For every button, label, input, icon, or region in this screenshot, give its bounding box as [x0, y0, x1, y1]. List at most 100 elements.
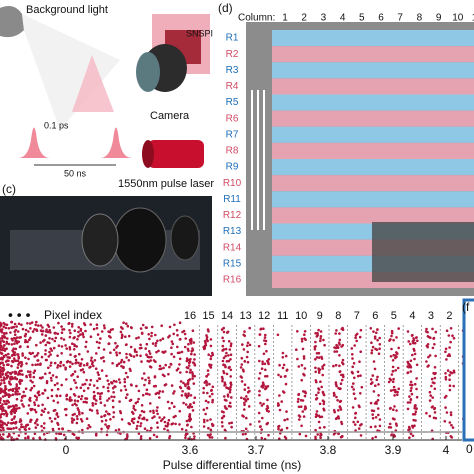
- event-dot: [371, 416, 375, 420]
- event-dot: [107, 397, 111, 400]
- event-dot: [411, 353, 414, 357]
- event-dot: [156, 339, 159, 343]
- event-dot: [75, 345, 78, 348]
- event-dot: [354, 397, 357, 400]
- event-dot: [82, 389, 86, 393]
- event-dot: [414, 419, 417, 422]
- event-dot: [156, 406, 159, 409]
- event-dot: [31, 351, 35, 355]
- event-dot: [71, 342, 74, 346]
- event-dot: [183, 332, 187, 336]
- event-dot: [11, 353, 15, 357]
- event-dot: [62, 338, 66, 341]
- event-dot: [163, 420, 167, 424]
- event-dot: [183, 383, 187, 386]
- event-dot: [153, 415, 156, 418]
- event-dot: [224, 436, 227, 440]
- event-dot: [21, 352, 24, 355]
- event-dot: [10, 412, 13, 416]
- event-dot: [24, 328, 28, 332]
- event-dot: [145, 326, 148, 330]
- event-dot: [314, 340, 317, 344]
- event-dot: [100, 427, 103, 431]
- event-dot: [60, 331, 64, 335]
- event-dot: [7, 342, 11, 346]
- event-dot: [322, 402, 326, 406]
- event-dot: [48, 371, 51, 375]
- event-dot: [32, 437, 35, 440]
- event-dot: [54, 331, 57, 335]
- event-dot: [15, 325, 18, 328]
- event-dot: [15, 407, 19, 410]
- event-dot: [155, 435, 159, 439]
- event-dot: [392, 353, 396, 357]
- event-dot: [77, 334, 80, 338]
- event-dot: [96, 411, 99, 415]
- event-dot: [321, 399, 325, 403]
- event-dot: [322, 338, 325, 342]
- event-dot: [304, 338, 307, 342]
- event-dot: [7, 395, 11, 399]
- event-dot: [6, 435, 10, 439]
- event-dot: [47, 366, 50, 370]
- event-dot: [71, 403, 74, 407]
- event-dot: [32, 371, 36, 375]
- event-dot: [205, 334, 208, 337]
- event-dot: [59, 394, 62, 398]
- event-dot: [3, 381, 6, 385]
- event-dot: [375, 378, 379, 382]
- event-dot: [76, 399, 80, 403]
- event-dot: [351, 357, 354, 360]
- event-dot: [44, 349, 47, 352]
- event-dot: [186, 347, 190, 351]
- event-dot: [39, 362, 42, 366]
- event-dot: [36, 363, 40, 366]
- event-dot: [409, 370, 413, 373]
- event-dot: [173, 405, 176, 409]
- event-dot: [338, 354, 341, 357]
- event-dot: [132, 355, 136, 358]
- event-dot: [91, 360, 94, 364]
- event-dot: [8, 427, 12, 431]
- event-dot: [56, 415, 60, 419]
- event-dot: [260, 404, 264, 407]
- event-dot: [77, 436, 81, 440]
- event-dot: [100, 330, 104, 333]
- event-dot: [59, 364, 62, 368]
- event-dot: [263, 339, 266, 342]
- event-dot: [335, 350, 339, 353]
- event-dot: [187, 379, 190, 383]
- event-dot: [207, 373, 210, 376]
- event-dot: [115, 353, 119, 357]
- event-dot: [246, 397, 250, 401]
- event-dot: [337, 341, 341, 345]
- event-dot: [72, 348, 76, 351]
- event-dot: [147, 355, 151, 359]
- light-cone: [22, 14, 120, 130]
- event-dot: [211, 392, 214, 396]
- event-dot: [0, 419, 2, 423]
- event-dot: [21, 403, 24, 406]
- event-dot: [374, 384, 377, 388]
- event-dot: [157, 349, 160, 353]
- event-dot: [187, 342, 190, 346]
- event-dot: [314, 345, 317, 348]
- event-dot: [51, 337, 54, 341]
- event-dot: [147, 376, 150, 380]
- event-dot: [33, 403, 37, 407]
- event-dot: [264, 368, 267, 372]
- event-dot: [258, 425, 262, 429]
- event-dot: [188, 338, 192, 342]
- event-dot: [38, 436, 41, 440]
- event-dot: [186, 386, 190, 390]
- event-dot: [450, 423, 453, 427]
- event-dot: [265, 407, 269, 411]
- pixel-row: [272, 207, 474, 224]
- event-dot: [18, 372, 22, 376]
- event-dot: [50, 394, 54, 398]
- event-dot: [126, 393, 129, 396]
- event-dot: [114, 385, 117, 389]
- event-dot: [154, 384, 157, 388]
- event-dot: [180, 394, 184, 397]
- event-dot: [60, 337, 63, 340]
